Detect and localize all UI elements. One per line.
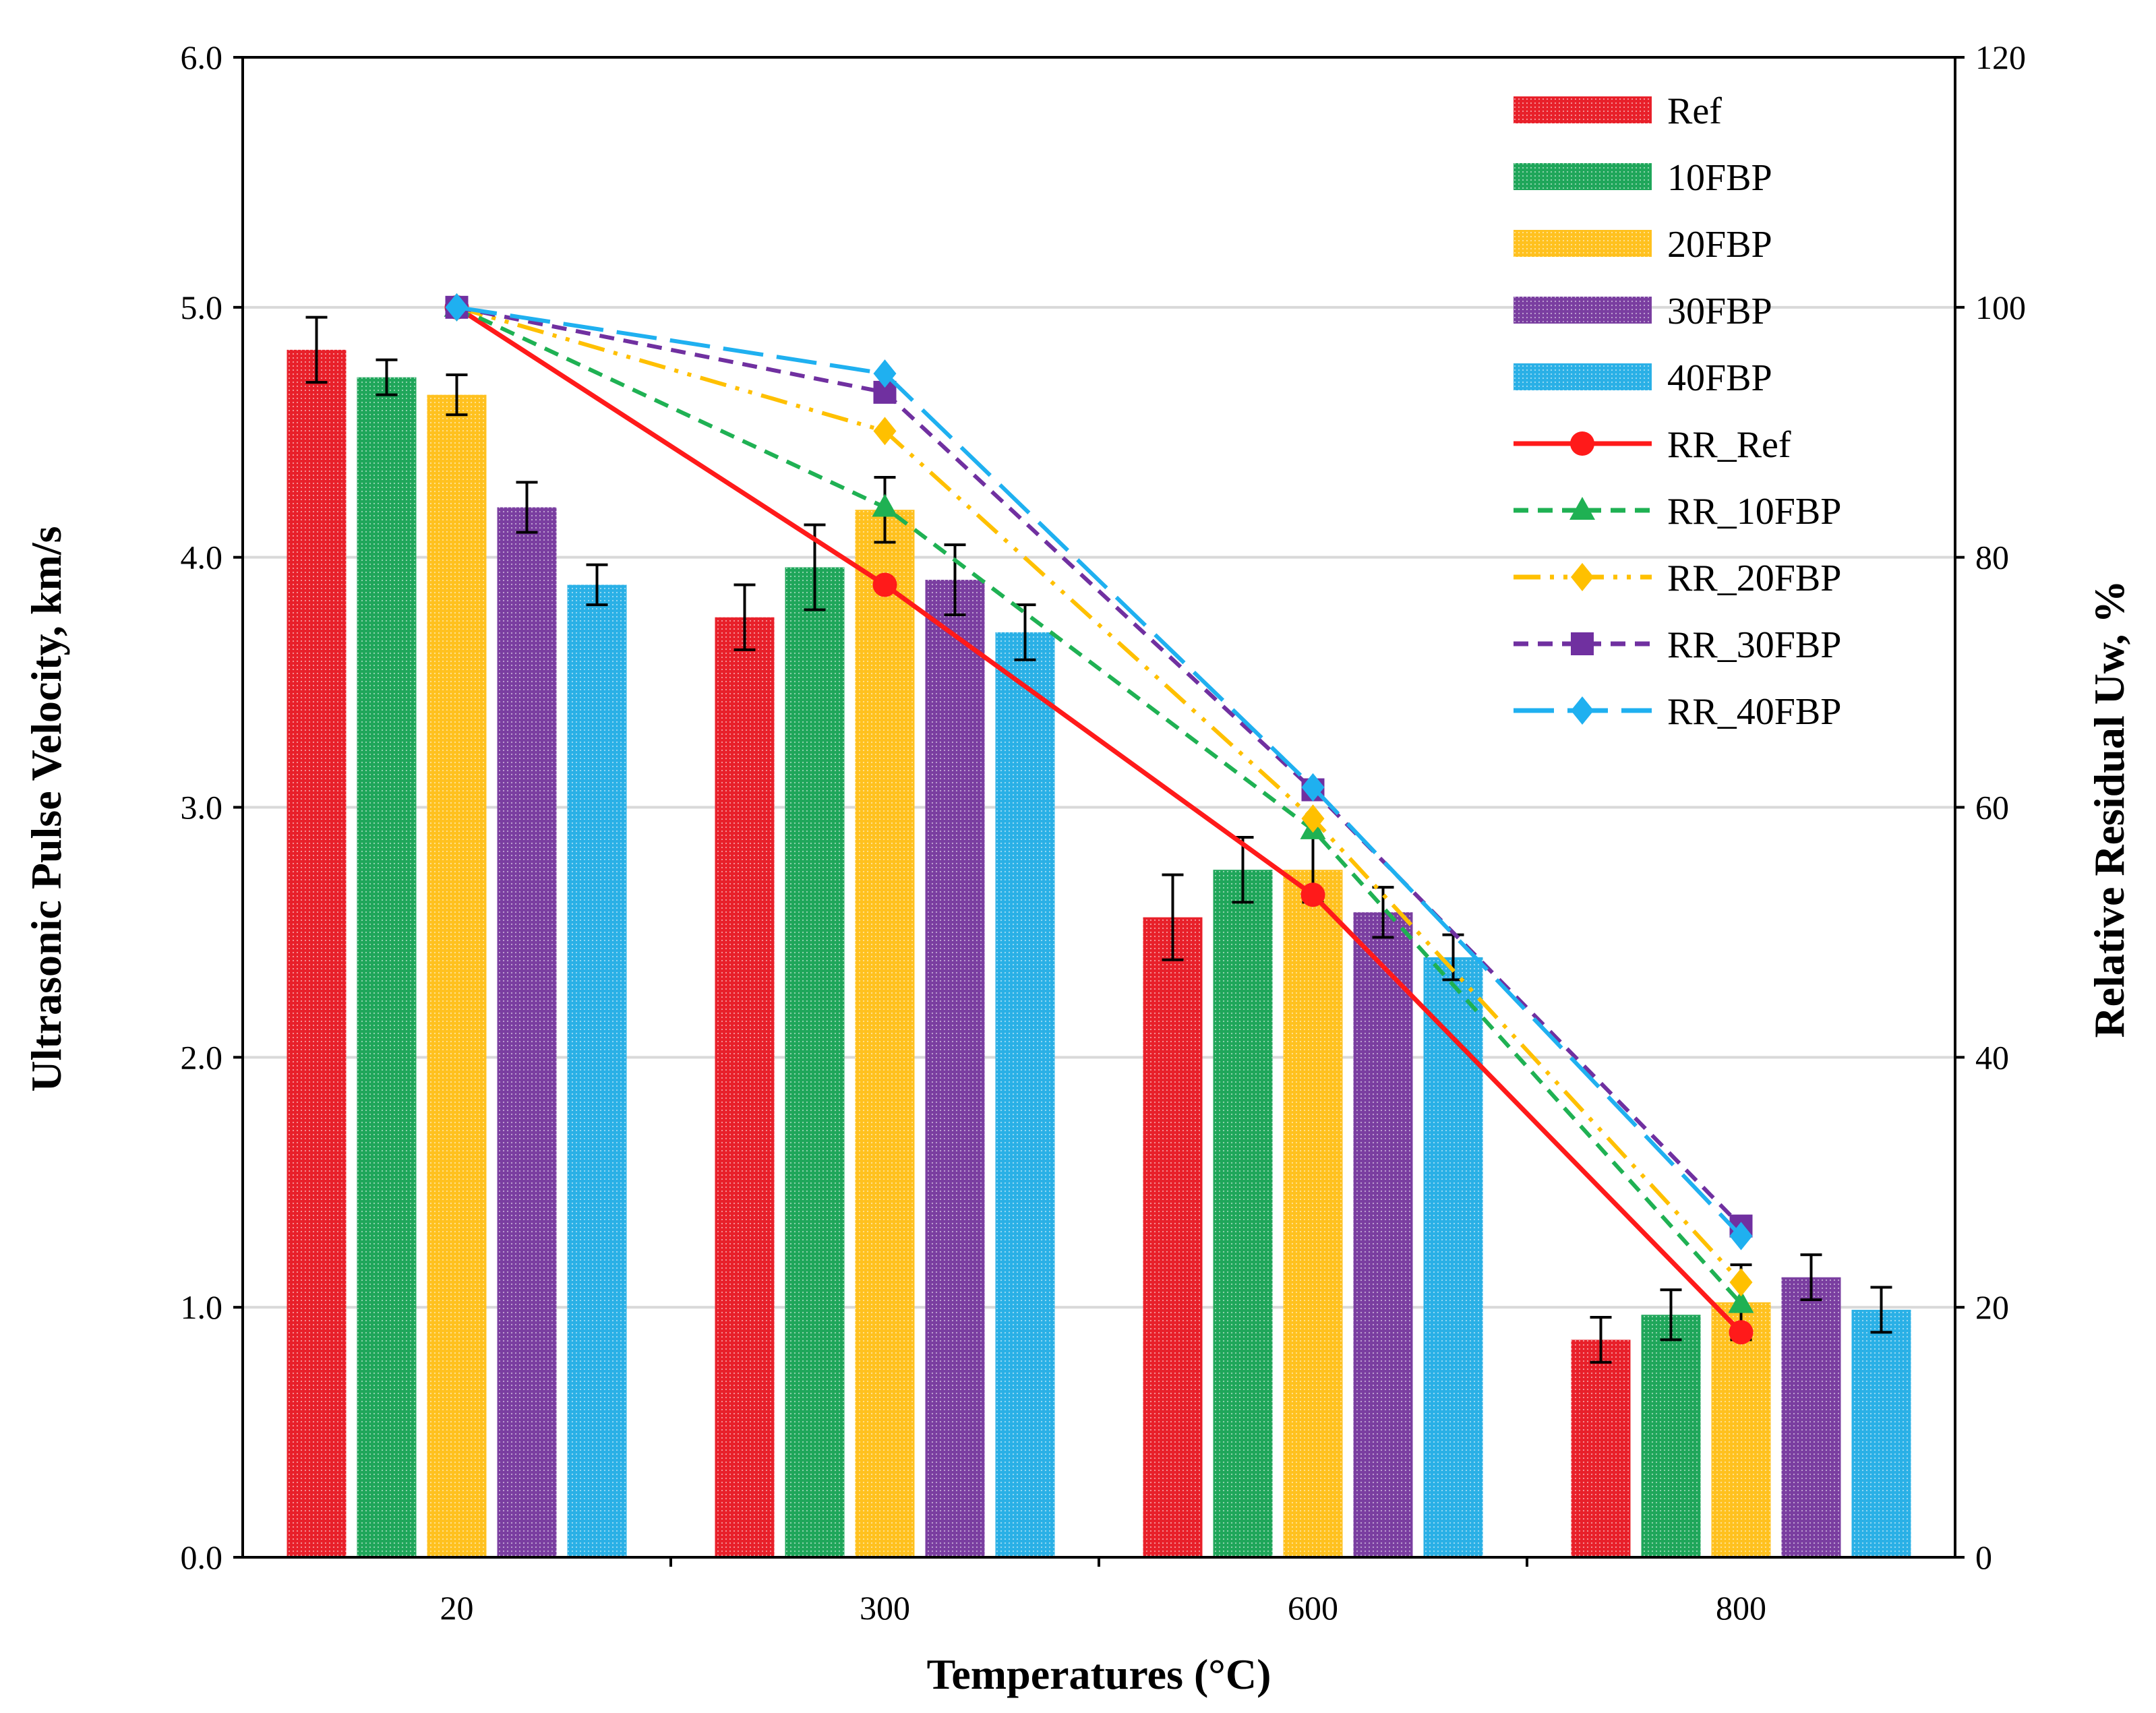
legend-swatch-40fbp bbox=[1514, 363, 1652, 390]
legend-marker-rr_30fbp bbox=[1571, 632, 1594, 655]
bar-10fbp-20 bbox=[357, 377, 417, 1557]
legend-label-rr_10fbp: RR_10FBP bbox=[1667, 491, 1841, 533]
x-tick-label: 800 bbox=[1716, 1589, 1766, 1627]
y2-tick-label: 120 bbox=[1975, 38, 2026, 76]
legend-label-20fbp: 20FBP bbox=[1667, 224, 1772, 266]
legend-label-40fbp: 40FBP bbox=[1667, 357, 1772, 399]
line-rr_10fbp bbox=[456, 305, 1743, 1305]
y-axis-title: Ultrasonic Pulse Velocity, km/s bbox=[22, 526, 70, 1091]
bar-30fbp-300 bbox=[925, 580, 985, 1557]
y2-tick-label: 20 bbox=[1975, 1288, 2009, 1326]
legend-swatch-30fbp bbox=[1514, 297, 1652, 324]
x-tick-label: 20 bbox=[440, 1589, 474, 1627]
y2-axis-ticks: 0 20 40 60 80 100 120 bbox=[1955, 38, 2026, 1576]
y-tick-label: 5.0 bbox=[181, 289, 223, 326]
bar-40fbp-800 bbox=[1851, 1309, 1911, 1557]
y2-tick-label: 80 bbox=[1975, 539, 2009, 576]
bar-20fbp-300 bbox=[855, 510, 915, 1558]
bar-10fbp-300 bbox=[785, 567, 845, 1557]
marker-rr_20fbp-300 bbox=[873, 417, 897, 446]
lines bbox=[444, 293, 1754, 1345]
bar-ref-300 bbox=[715, 617, 775, 1557]
bar-ref-600 bbox=[1143, 917, 1203, 1557]
legend-swatch-ref bbox=[1514, 96, 1652, 123]
legend-label-rr_20fbp: RR_20FBP bbox=[1667, 558, 1841, 599]
error-bars bbox=[305, 315, 1892, 1364]
x-tick-label: 300 bbox=[860, 1589, 910, 1627]
legend-label-rr_40fbp: RR_40FBP bbox=[1667, 691, 1841, 733]
line-rr_ref bbox=[455, 305, 1743, 1334]
y-tick-label: 4.0 bbox=[181, 539, 223, 576]
bar-30fbp-600 bbox=[1353, 912, 1413, 1557]
bar-30fbp-800 bbox=[1781, 1277, 1841, 1557]
legend-label-30fbp: 30FBP bbox=[1667, 291, 1772, 332]
marker-rr_40fbp-600 bbox=[1301, 773, 1325, 802]
marker-rr_20fbp-600 bbox=[1301, 804, 1325, 833]
bar-30fbp-20 bbox=[497, 507, 557, 1557]
bar-10fbp-600 bbox=[1213, 870, 1273, 1557]
bar-40fbp-20 bbox=[567, 584, 627, 1558]
marker-rr_40fbp-300 bbox=[873, 359, 897, 388]
marker-rr_ref-600 bbox=[1300, 882, 1325, 907]
marker-rr_40fbp-20 bbox=[445, 293, 469, 322]
bar-20fbp-600 bbox=[1283, 870, 1343, 1557]
bars bbox=[287, 349, 1911, 1558]
bar-10fbp-800 bbox=[1641, 1315, 1701, 1557]
y2-tick-label: 0 bbox=[1975, 1538, 1992, 1576]
y-tick-label: 6.0 bbox=[181, 38, 223, 76]
line-rr_30fbp bbox=[456, 305, 1743, 1228]
legend-label-ref: Ref bbox=[1667, 90, 1722, 132]
bar-20fbp-20 bbox=[427, 394, 487, 1557]
legend-swatch-20fbp bbox=[1514, 230, 1652, 257]
marker-rr_20fbp-800 bbox=[1729, 1268, 1753, 1297]
marker-rr_ref-300 bbox=[872, 572, 897, 597]
line-rr_20fbp bbox=[456, 305, 1743, 1284]
legend-label-rr_ref: RR_Ref bbox=[1667, 424, 1791, 466]
y2-tick-label: 60 bbox=[1975, 789, 2009, 827]
marker-rr_10fbp-800 bbox=[1728, 1290, 1754, 1313]
legend: Ref 10FBP 20FBP 30FBP 40FBP RR_Ref RR_10FBP RR_… bbox=[1514, 90, 1841, 733]
y-tick-label: 3.0 bbox=[181, 789, 223, 827]
legend-marker-rr_ref bbox=[1570, 431, 1594, 456]
legend-label-rr_30fbp: RR_30FBP bbox=[1667, 624, 1841, 666]
x-axis-title: Temperatures (°C) bbox=[927, 1650, 1271, 1698]
bar-ref-800 bbox=[1571, 1340, 1631, 1557]
y-tick-label: 2.0 bbox=[181, 1038, 223, 1076]
y-tick-label: 1.0 bbox=[181, 1288, 223, 1326]
legend-swatch-10fbp bbox=[1514, 163, 1652, 190]
y2-tick-label: 40 bbox=[1975, 1038, 2009, 1076]
marker-rr_ref-800 bbox=[1729, 1320, 1754, 1345]
x-axis-ticks: 20 300 600 800 bbox=[440, 1557, 1766, 1627]
legend-marker-rr_20fbp bbox=[1571, 563, 1594, 591]
y-axis-ticks: 0.0 1.0 2.0 3.0 4.0 5.0 6.0 bbox=[181, 38, 243, 1576]
legend-label-10fbp: 10FBP bbox=[1667, 157, 1772, 199]
marker-rr_10fbp-300 bbox=[872, 493, 898, 517]
y-tick-label: 0.0 bbox=[181, 1538, 223, 1576]
legend-marker-rr_40fbp bbox=[1571, 696, 1594, 725]
bar-40fbp-300 bbox=[995, 632, 1055, 1557]
x-tick-label: 600 bbox=[1288, 1589, 1338, 1627]
bar-ref-20 bbox=[287, 349, 347, 1557]
y2-axis-title: Relative Residual Uw, % bbox=[2085, 580, 2133, 1038]
marker-rr_40fbp-800 bbox=[1729, 1222, 1753, 1251]
bar-40fbp-600 bbox=[1423, 957, 1483, 1557]
line-rr_40fbp bbox=[456, 305, 1743, 1238]
bar-20fbp-800 bbox=[1711, 1302, 1771, 1557]
legend-marker-rr_10fbp bbox=[1569, 497, 1595, 520]
y2-tick-label: 100 bbox=[1975, 289, 2026, 326]
